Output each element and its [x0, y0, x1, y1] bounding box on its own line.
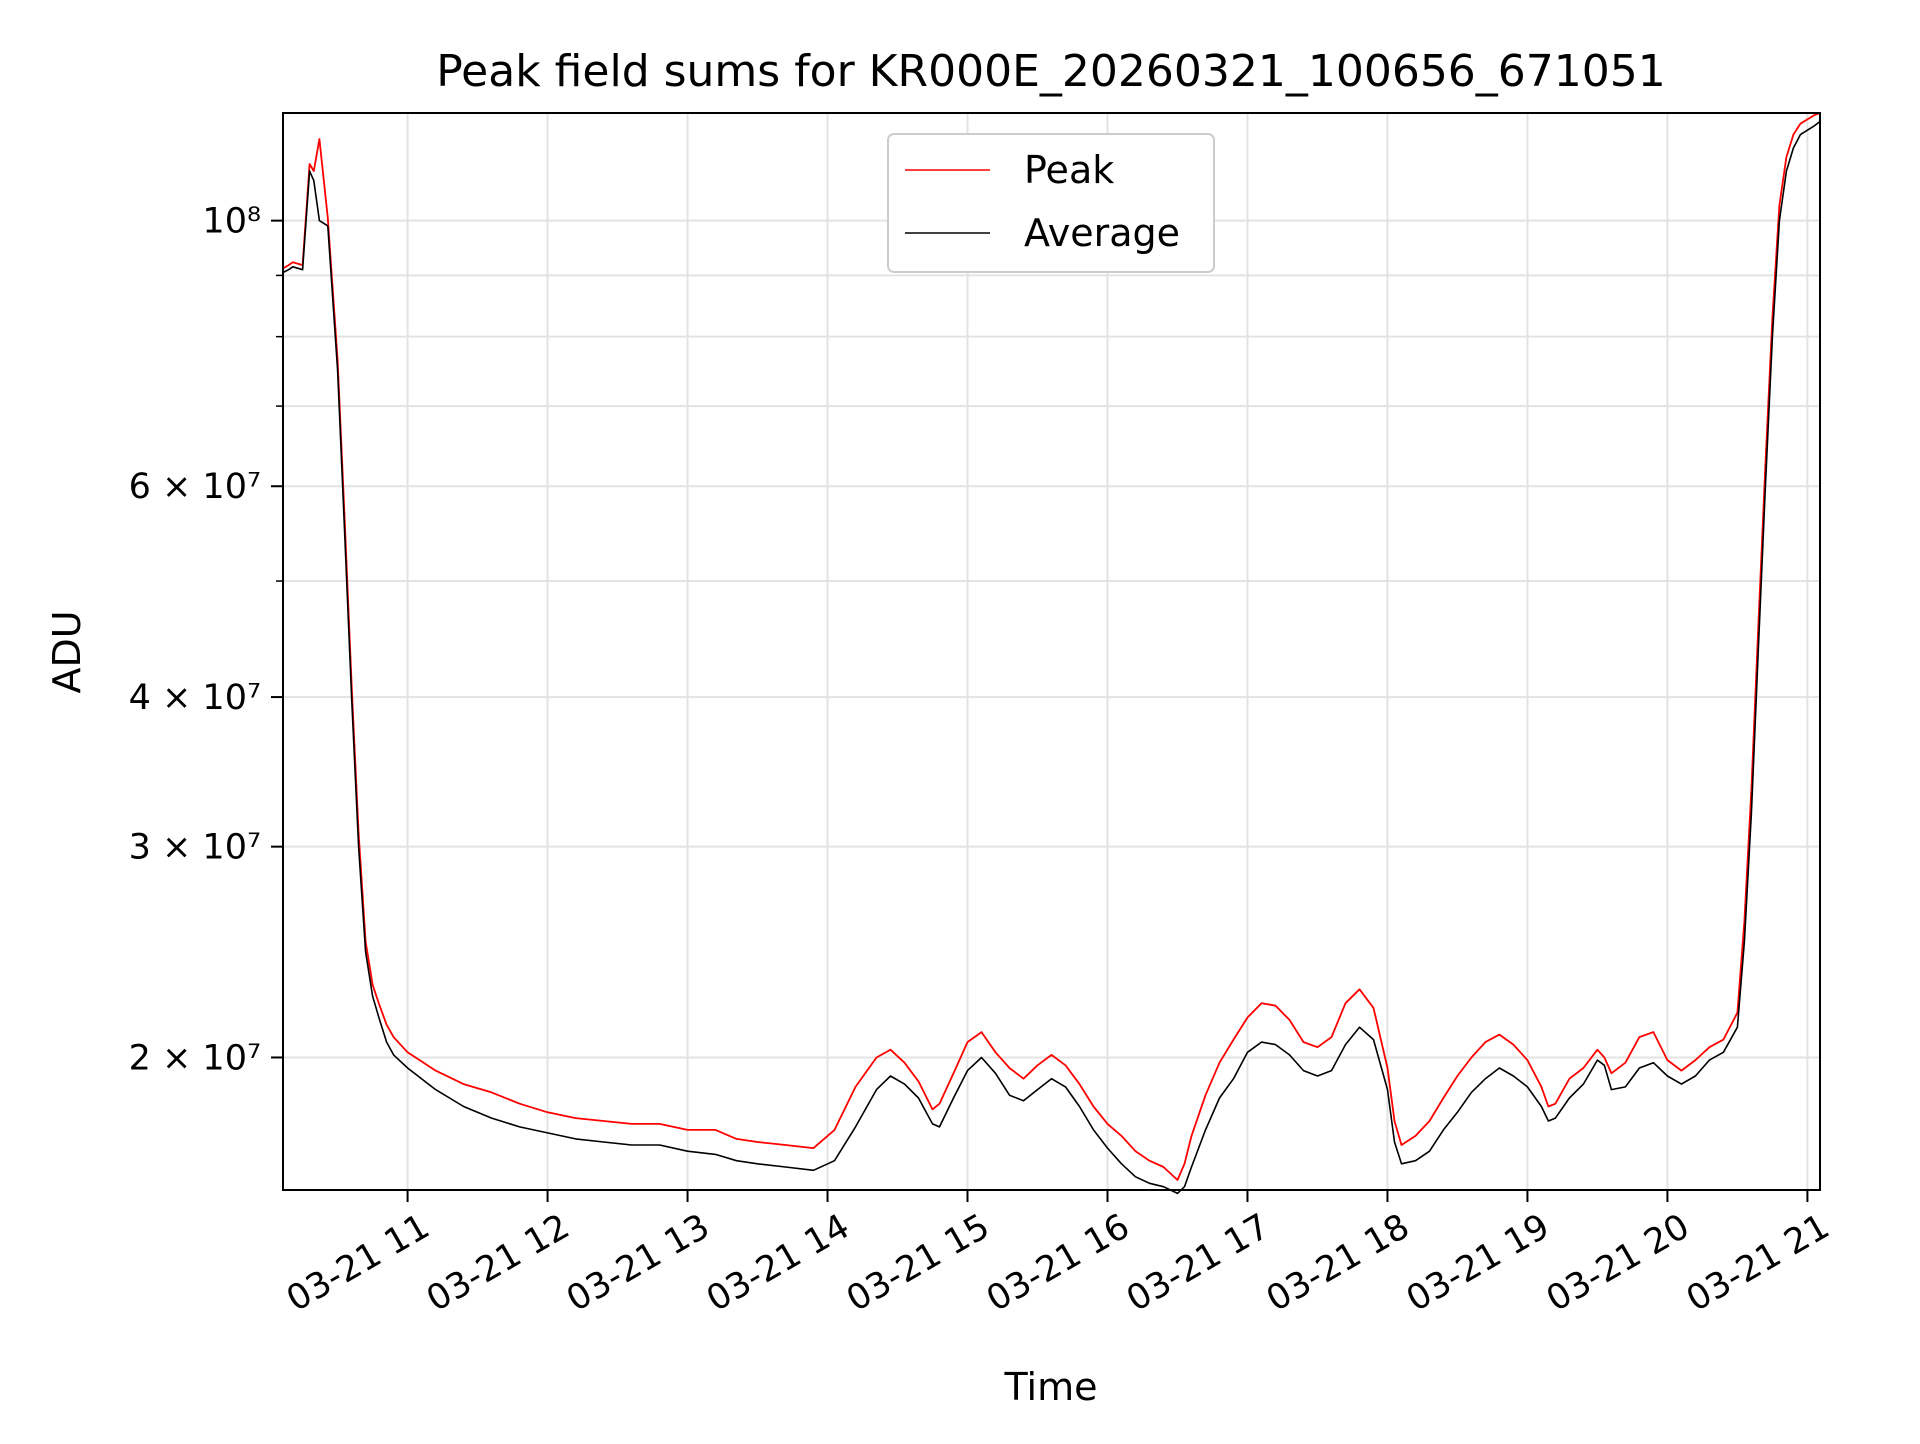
- y-tick-label: 3 × 10⁷: [129, 828, 261, 868]
- chart-title: Peak field sums for KR000E_20260321_1006…: [436, 46, 1666, 97]
- x-axis-label: Time: [1004, 1365, 1098, 1409]
- y-tick-label: 6 × 10⁷: [129, 467, 261, 507]
- plot-frame: [282, 112, 1821, 1191]
- y-tick-label: 10⁸: [202, 202, 261, 242]
- grid: [283, 113, 1820, 1190]
- legend-average-label: Average: [1024, 211, 1180, 255]
- y-tick-label: 4 × 10⁷: [129, 678, 261, 718]
- legend-peak-label: Peak: [1024, 148, 1114, 192]
- legend-box: [887, 133, 1215, 273]
- series-line-peak: [282, 112, 1821, 1181]
- legend: Peak Average: [887, 133, 1215, 273]
- y-axis-label: ADU: [45, 610, 89, 693]
- y-tick-label: 2 × 10⁷: [129, 1038, 261, 1078]
